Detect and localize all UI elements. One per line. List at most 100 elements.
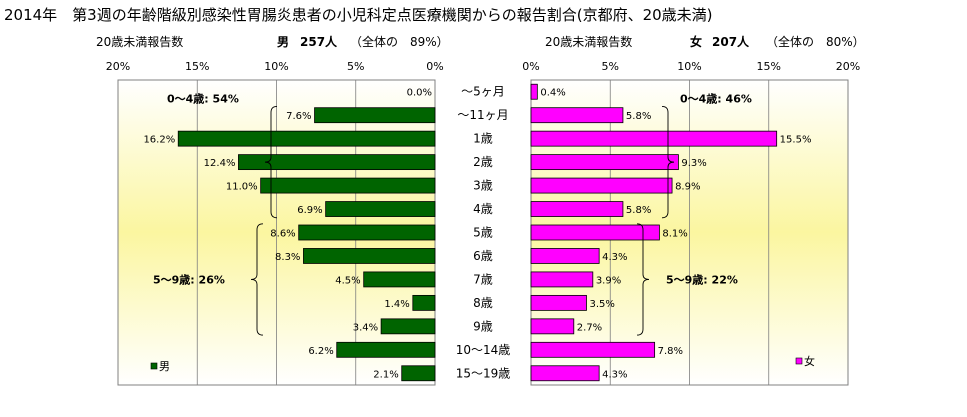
left-share: （全体の 89%） <box>350 34 449 49</box>
right-count: 207人 <box>712 34 750 49</box>
male-bar <box>177 130 436 147</box>
female-value-label: 5.8% <box>626 205 651 216</box>
age-category-label: 7歳 <box>473 272 493 286</box>
right-tick-label: 5% <box>602 60 619 73</box>
male-value-label: 6.2% <box>308 346 333 357</box>
female-bar <box>530 294 587 311</box>
female-bar <box>530 177 673 194</box>
age-category-label: 5歳 <box>473 226 493 240</box>
female-bar <box>530 248 600 264</box>
age-group-annotations: 0～4歳: 54% 5～9歳: 26% 0～4歳: 46% 5～9歳: 22% <box>153 91 752 336</box>
age-category-label: 9歳 <box>473 319 493 333</box>
male-bar <box>380 318 436 335</box>
annotation-brace <box>250 223 264 336</box>
female-value-label: 5.8% <box>626 111 651 122</box>
male-bar <box>412 294 436 311</box>
left-count: 257人 <box>300 34 338 49</box>
female-value-label: 4.3% <box>602 252 627 263</box>
female-bar <box>530 154 679 171</box>
right-tick-label: 10% <box>677 60 701 73</box>
annotation-brace <box>661 106 675 219</box>
female-bar <box>530 224 660 241</box>
left-sex-label: 男 <box>277 35 289 49</box>
male-value-label: 8.6% <box>270 229 295 240</box>
female-bar <box>530 83 538 100</box>
left-axis-caption: 20歳未満報告数 <box>96 34 183 49</box>
female-bar <box>530 341 656 358</box>
right-axis-caption: 20歳未満報告数 <box>545 34 632 49</box>
female-data-labels: 0.4% 5.8% 15.5% 9.3% 8.9% 5.8% 8.1% 4.3% 3.9% 3.5… <box>540 88 811 381</box>
female-bar <box>530 318 575 335</box>
male-value-label: 7.6% <box>286 111 311 122</box>
age-category-label: 2歳 <box>473 155 493 169</box>
male-value-label: 1.4% <box>384 299 409 310</box>
male-value-label: 0.0% <box>407 88 432 99</box>
age-category-label: ～5ヶ月 <box>461 85 505 99</box>
male-value-label: 4.5% <box>335 275 360 286</box>
male-value-label: 6.9% <box>297 205 322 216</box>
age-category-label: 6歳 <box>473 249 493 263</box>
female-value-label: 4.3% <box>602 369 627 380</box>
male-bar <box>260 177 436 194</box>
left-x-axis-ticks: 20% 15% 10% 5% 0% <box>106 60 444 73</box>
female-value-label: 2.7% <box>577 322 602 333</box>
male-bar <box>325 201 436 217</box>
male-value-label: 11.0% <box>226 182 258 193</box>
age-category-labels: ～5ヶ月 ～11ヶ月 1歳 2歳 3歳 4歳 5歳 6歳 7歳 8歳 9歳 10～14歳 15～19歳 <box>456 85 511 381</box>
male-bar <box>401 365 436 382</box>
left-tick-label: 0% <box>426 60 443 73</box>
age-category-label: 8歳 <box>473 296 493 310</box>
male-annotation-0-4: 0～4歳: 54% <box>167 91 239 105</box>
right-x-axis-ticks: 0% 5% 10% 15% 20% <box>522 60 860 73</box>
female-value-label: 8.9% <box>675 182 700 193</box>
female-bar <box>530 201 624 217</box>
female-value-label: 9.3% <box>681 158 706 169</box>
male-legend-swatch <box>150 362 158 370</box>
age-category-label: 10～14歳 <box>456 343 511 357</box>
female-value-label: 3.5% <box>589 299 614 310</box>
male-value-label: 16.2% <box>143 135 175 146</box>
male-value-label: 12.4% <box>204 158 236 169</box>
female-bar <box>530 365 600 382</box>
female-bar <box>530 107 624 124</box>
female-bars <box>530 83 778 382</box>
male-value-label: 8.3% <box>275 252 300 263</box>
right-tick-label: 0% <box>522 60 539 73</box>
female-value-label: 7.8% <box>658 346 683 357</box>
male-legend: 男 <box>150 360 170 373</box>
female-value-label: 15.5% <box>780 135 812 146</box>
female-value-label: 8.1% <box>662 229 687 240</box>
female-legend: 女 <box>795 354 815 368</box>
female-value-label: 3.9% <box>596 275 621 286</box>
age-category-label: 4歳 <box>473 202 493 216</box>
male-bar <box>238 154 436 171</box>
right-share: （全体の 80%） <box>766 34 865 49</box>
left-tick-label: 10% <box>264 60 288 73</box>
left-tick-label: 15% <box>185 60 209 73</box>
right-tick-label: 20% <box>836 60 860 73</box>
age-category-label: ～11ヶ月 <box>457 108 508 122</box>
male-annotation-5-9: 5～9歳: 26% <box>153 272 225 286</box>
male-legend-label: 男 <box>159 360 170 373</box>
female-annotation-5-9: 5～9歳: 22% <box>666 272 738 286</box>
female-bar <box>530 130 778 147</box>
male-data-labels: 0.0% 7.6% 16.2% 12.4% 11.0% 6.9% 8.6% 8.3% 4.5% 1… <box>143 88 432 381</box>
male-bar <box>303 248 436 264</box>
female-legend-swatch <box>795 357 803 365</box>
right-sex-label: 女 <box>690 34 702 49</box>
male-value-label: 3.4% <box>353 322 378 333</box>
female-value-label: 0.4% <box>540 88 565 99</box>
chart-title: 2014年 第3週の年齢階級別感染性胃腸炎患者の小児科定点医療機関からの報告割合… <box>4 6 713 24</box>
annotation-brace <box>264 106 278 219</box>
annotation-brace <box>636 223 650 336</box>
male-bar <box>336 341 436 358</box>
male-bars <box>177 107 436 382</box>
female-legend-label: 女 <box>804 354 815 368</box>
male-bar <box>298 224 436 241</box>
female-bar <box>530 271 594 288</box>
male-bar <box>363 271 436 288</box>
age-category-label: 3歳 <box>473 179 493 193</box>
age-category-label: 1歳 <box>473 132 493 146</box>
male-bar <box>314 107 436 124</box>
